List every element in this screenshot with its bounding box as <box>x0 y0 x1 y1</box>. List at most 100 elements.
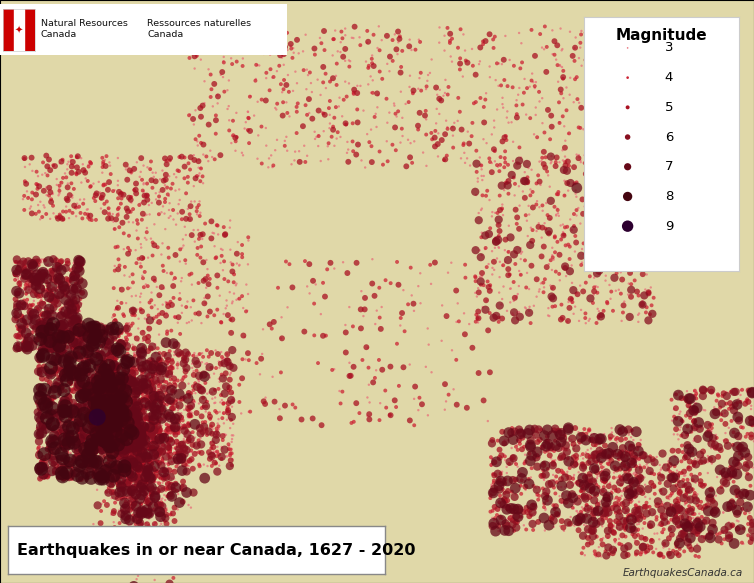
Point <box>597 533 609 543</box>
Point <box>480 231 492 240</box>
Point <box>568 452 580 462</box>
Point <box>164 434 176 444</box>
Point <box>93 427 106 436</box>
Point <box>225 449 238 458</box>
Point <box>657 552 670 561</box>
Point <box>172 454 184 463</box>
Point <box>97 372 109 381</box>
Point <box>608 516 620 525</box>
Point <box>150 454 162 463</box>
Point <box>348 22 360 31</box>
Point <box>144 463 156 472</box>
Point <box>242 349 254 358</box>
Point <box>509 293 521 303</box>
Point <box>179 432 191 441</box>
Point <box>24 265 36 275</box>
Point <box>597 475 609 484</box>
Point <box>130 419 142 428</box>
Point <box>683 394 695 403</box>
Point <box>685 529 697 539</box>
Point <box>520 482 532 491</box>
Point <box>17 312 29 321</box>
Point <box>140 385 152 395</box>
Point <box>48 410 60 419</box>
Point <box>60 469 72 479</box>
Point <box>99 436 111 445</box>
Point <box>225 245 237 254</box>
Point <box>144 359 156 368</box>
Point <box>94 397 106 406</box>
Point <box>578 432 590 441</box>
Point <box>679 512 691 522</box>
Point <box>594 171 606 181</box>
Point <box>76 264 88 273</box>
Point <box>577 473 589 483</box>
Point <box>100 180 112 189</box>
Point <box>139 233 151 243</box>
Point <box>631 501 643 511</box>
Point <box>677 475 689 484</box>
Point <box>35 429 48 438</box>
Point <box>633 475 645 484</box>
Point <box>547 516 559 525</box>
Point <box>73 325 85 335</box>
Point <box>13 289 25 298</box>
Point <box>84 367 96 376</box>
Point <box>167 466 179 475</box>
Point <box>260 124 272 133</box>
Point <box>121 418 133 427</box>
Point <box>100 431 112 441</box>
Point <box>648 175 661 185</box>
Point <box>56 443 68 452</box>
Point <box>622 498 634 508</box>
Point <box>60 367 72 376</box>
Point <box>504 55 516 65</box>
Point <box>101 487 113 497</box>
Point <box>155 383 167 392</box>
Point <box>216 352 228 361</box>
Point <box>149 444 161 453</box>
Point <box>126 484 138 494</box>
Point <box>127 438 139 447</box>
Point <box>141 414 153 423</box>
Point <box>164 472 176 482</box>
Point <box>538 499 550 508</box>
Point <box>123 231 135 240</box>
Point <box>610 508 622 517</box>
Point <box>60 419 72 428</box>
Point <box>290 67 302 76</box>
Point <box>51 257 63 266</box>
Point <box>687 509 699 518</box>
Point <box>141 403 153 413</box>
Point <box>633 465 645 475</box>
Point <box>139 445 151 454</box>
Point <box>147 431 159 441</box>
Point <box>632 510 644 519</box>
Point <box>275 312 287 322</box>
Point <box>64 343 76 352</box>
Point <box>115 194 127 203</box>
Point <box>115 339 127 348</box>
Point <box>143 457 155 466</box>
Point <box>120 364 132 373</box>
Point <box>555 475 567 484</box>
Point <box>149 375 161 385</box>
Point <box>495 300 507 309</box>
Point <box>581 514 593 523</box>
Point <box>519 167 531 177</box>
Point <box>127 459 139 468</box>
Point <box>434 38 446 47</box>
Point <box>602 496 614 505</box>
Point <box>69 276 81 285</box>
Point <box>115 538 127 547</box>
Point <box>142 484 154 493</box>
Point <box>56 386 68 395</box>
Point <box>590 26 602 35</box>
Point <box>115 298 127 308</box>
Point <box>576 244 588 254</box>
Point <box>690 424 702 434</box>
Point <box>507 453 519 462</box>
Point <box>34 466 46 476</box>
Point <box>309 50 321 59</box>
Point <box>619 522 631 531</box>
